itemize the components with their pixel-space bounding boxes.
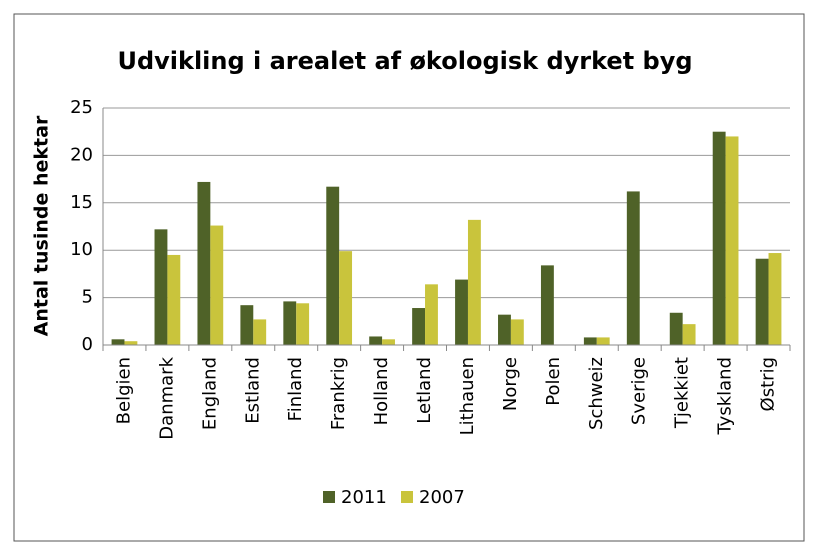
y-tick-label: 5: [82, 287, 93, 308]
x-tick-label: Danmark: [156, 356, 177, 439]
x-tick-label: Estland: [242, 357, 263, 424]
y-tick-label: 25: [70, 97, 93, 118]
chart-frame: [13, 13, 805, 542]
x-tick-label: Lithauen: [457, 357, 478, 435]
bar: [626, 191, 640, 345]
x-tick-label: Polen: [543, 357, 564, 406]
y-tick-label: 20: [70, 144, 93, 165]
bar: [583, 337, 597, 345]
x-tick-label: England: [199, 357, 220, 430]
x-tick-label: Letland: [414, 357, 435, 424]
bar: [369, 336, 383, 345]
y-axis-label: Antal tusinde hektar: [31, 115, 53, 336]
bar: [412, 308, 426, 345]
bar: [167, 254, 181, 345]
bar: [197, 181, 211, 345]
x-tick-label: Tyskland: [715, 357, 736, 436]
x-tick-label: Holland: [371, 357, 392, 425]
bar: [253, 319, 267, 345]
legend-label: 2007: [419, 487, 465, 508]
x-tick-label: Finland: [285, 357, 306, 421]
bar: [240, 305, 254, 345]
x-tick-label: Sverige: [629, 357, 650, 425]
bar: [326, 186, 340, 345]
legend-label: 2011: [341, 487, 387, 508]
bar: [510, 319, 524, 345]
legend-swatch: [401, 491, 413, 503]
bar: [669, 312, 683, 345]
bar: [768, 253, 782, 345]
legend-swatch: [323, 491, 335, 503]
bar: [498, 314, 511, 345]
bar: [682, 324, 696, 345]
bar: [425, 284, 438, 345]
bar: [210, 225, 224, 345]
x-tick-label: Østrig: [758, 357, 779, 411]
x-tick-label: Belgien: [113, 357, 134, 424]
bar: [154, 229, 168, 345]
x-tick-label: Schweiz: [586, 357, 607, 430]
bar: [455, 279, 468, 345]
bar: [467, 219, 481, 345]
bar: [124, 341, 138, 345]
y-tick-label: 0: [82, 334, 93, 355]
x-tick-label: Tjekkiet: [672, 357, 693, 429]
y-tick-label: 10: [70, 239, 93, 260]
bar: [540, 265, 554, 345]
x-tick-label: Norge: [500, 357, 521, 411]
bar: [339, 251, 353, 345]
y-tick-label: 15: [70, 192, 93, 213]
bar: [596, 337, 610, 345]
bar: [725, 136, 739, 345]
bar: [296, 303, 310, 345]
bar: [283, 301, 297, 345]
x-tick-label: Frankrig: [328, 357, 349, 430]
chart-title: Udvikling i arealet af økologisk dyrket …: [117, 47, 692, 75]
bar: [755, 258, 769, 345]
bar: [111, 339, 125, 345]
bar: [712, 131, 726, 345]
bar: [382, 339, 395, 345]
